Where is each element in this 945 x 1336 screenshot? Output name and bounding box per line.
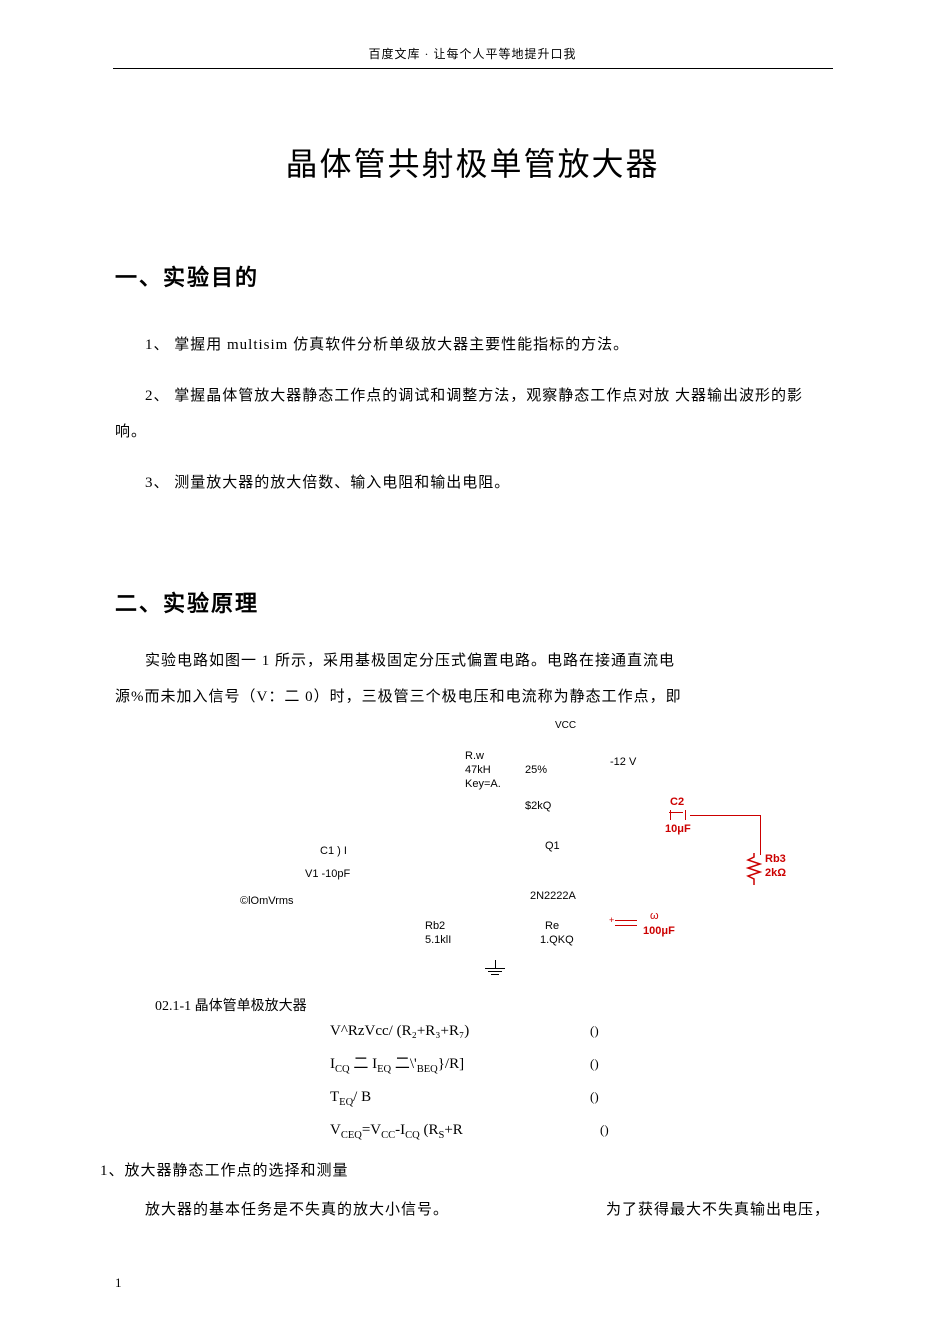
c2-label: C2 <box>670 796 684 808</box>
rb2-value: 5.1klI <box>425 934 451 946</box>
src-label: ©lOmVrms <box>240 895 294 907</box>
circuit-diagram: VCC R.w 47kH Key=A. 25% -12 V $2kQ C2 10… <box>175 720 875 990</box>
c2-value: 10μF <box>665 823 691 835</box>
c1-value: V1 -10pF <box>305 868 350 880</box>
formula-2: ICQ 二 IEQ 二\'BEQ}/R] () <box>330 1048 945 1081</box>
c100-plus: + <box>609 915 614 925</box>
q1-part: 2N2222A <box>530 890 576 902</box>
formula-3-text: TEQ/ B <box>330 1081 590 1114</box>
section-1-heading: 一、实验目的 <box>115 260 945 292</box>
principle-para-2: 源%而未加入信号（V：二 0）时，三极管三个极电压和电流称为静态工作点，即 <box>115 679 830 715</box>
rb2-label: Rb2 <box>425 920 445 932</box>
formula-1-num: () <box>590 1017 599 1046</box>
section-1-item-3: 3、 测量放大器的放大倍数、输入电阻和输出电阻。 <box>115 465 830 501</box>
figure-caption: 02.1-1 晶体管单极放大器 <box>155 995 945 1015</box>
document-title: 晶体管共射极单管放大器 <box>0 139 945 185</box>
rb3-value: 2kΩ <box>765 867 786 879</box>
c100-symbol <box>615 920 637 926</box>
c2-plates <box>670 810 686 820</box>
formula-4-text: VCEQ=VCC-ICQ (RS+R <box>330 1114 590 1147</box>
rw-value: 47kH <box>465 764 491 776</box>
formula-block: V^RzVcc/ (R₂+R₃+R₇) () ICQ 二 IEQ 二\'BEQ}… <box>330 1015 945 1147</box>
point-1-text-a: 放大器的基本任务是不失真的放大小信号。 <box>115 1198 449 1219</box>
formula-2-num: () <box>590 1050 599 1079</box>
header-divider <box>113 68 833 69</box>
q1-label: Q1 <box>545 840 560 852</box>
re-value: 1.QKQ <box>540 934 574 946</box>
point-1-title: 1、放大器静态工作点的选择和测量 <box>100 1159 945 1180</box>
formula-3-num: () <box>590 1083 599 1112</box>
point-1-para: 放大器的基本任务是不失真的放大小信号。 为了获得最大不失真输出电压， <box>115 1198 830 1219</box>
header-text: 百度文库 · 让每个人平等地提升口我 <box>0 0 945 62</box>
section-2-heading: 二、实验原理 <box>115 586 945 618</box>
formula-2-text: ICQ 二 IEQ 二\'BEQ}/R] <box>330 1048 590 1081</box>
rb3-resistor <box>745 853 763 888</box>
rw-label: R.w <box>465 750 484 762</box>
section-1-item-1: 1、 掌握用 multisim 仿真软件分析单级放大器主要性能指标的方法。 <box>115 327 830 363</box>
principle-para-1: 实验电路如图一 1 所示，采用基极固定分压式偏置电路。电路在接通直流电 <box>115 643 830 679</box>
formula-4-num: () <box>600 1116 609 1145</box>
c2-wire-v <box>760 815 761 855</box>
section-1-item-2: 2、 掌握晶体管放大器静态工作点的调试和调整方法，观察静态工作点对放 大器输出波… <box>115 378 830 450</box>
formula-3: TEQ/ B () <box>330 1081 945 1114</box>
c2-wire-h <box>690 815 760 816</box>
vcc-label: VCC <box>555 720 576 731</box>
page-number: 1 <box>115 1275 122 1291</box>
c1-label: C1 ) I <box>320 845 347 857</box>
v12-label: -12 V <box>610 756 636 768</box>
point-1-text-b: 为了获得最大不失真输出电压， <box>576 1198 830 1219</box>
omega-label: ω <box>650 910 659 922</box>
formula-4: VCEQ=VCC-ICQ (RS+R () <box>330 1114 945 1147</box>
rw-key: Key=A. <box>465 778 501 790</box>
ground-symbol <box>485 960 505 975</box>
formula-1-text: V^RzVcc/ (R₂+R₃+R₇) <box>330 1015 590 1048</box>
rb3-label: Rb3 <box>765 853 786 865</box>
rw-pct: 25% <box>525 764 547 776</box>
c100-value: 100μF <box>643 925 675 937</box>
formula-1: V^RzVcc/ (R₂+R₃+R₇) () <box>330 1015 945 1048</box>
r2k-label: $2kQ <box>525 800 551 812</box>
re-label: Re <box>545 920 559 932</box>
